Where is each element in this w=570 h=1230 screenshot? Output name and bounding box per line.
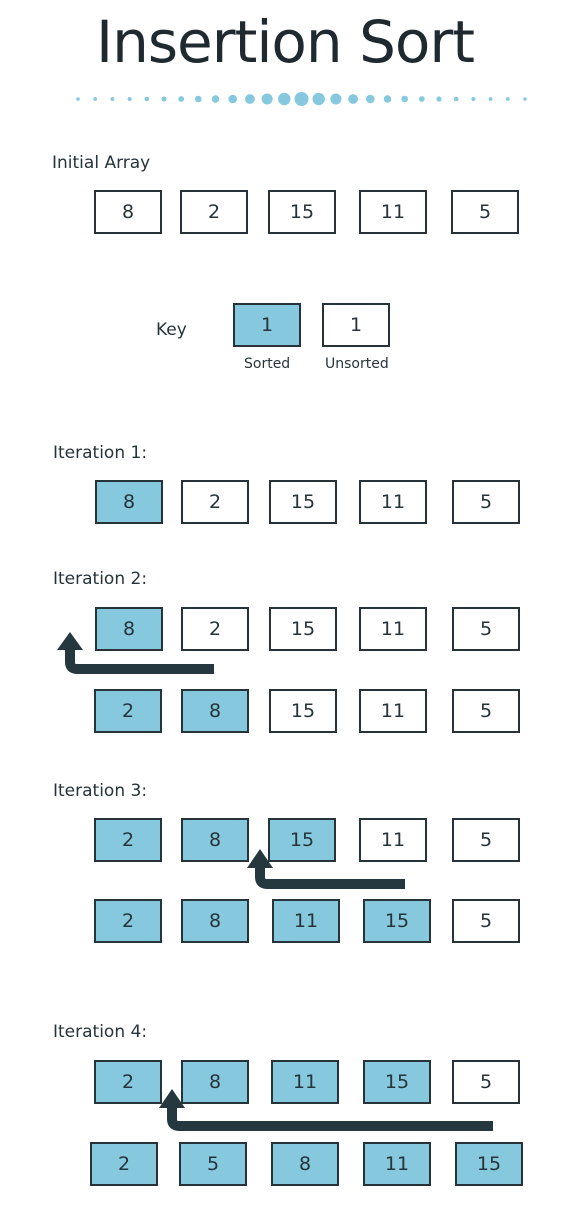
iteration-4-row-1-cell-4: 15 [363, 1060, 431, 1104]
initial-cell-3: 15 [268, 190, 336, 234]
iteration-3-row-1-cell-1: 2 [94, 818, 162, 862]
page-title: Insertion Sort [95, 8, 475, 76]
divider-dot [523, 97, 527, 101]
divider-dot [76, 97, 80, 101]
divider-dot [228, 94, 237, 104]
iteration-2-row-2-cell-2: 8 [181, 689, 249, 733]
iteration-4-label: Iteration 4: [53, 1022, 148, 1042]
iteration-4-row-2-cell-3: 8 [271, 1142, 339, 1186]
iteration-4-row-1-cell-3: 11 [271, 1060, 339, 1104]
initial-cell-4: 11 [359, 190, 427, 234]
divider-dot [93, 97, 98, 101]
iteration-4-row-2-cell-2: 5 [179, 1142, 247, 1186]
iteration-3-row-1-cell-3: 15 [268, 818, 336, 862]
iteration-2-row-1-cell-2: 2 [181, 607, 249, 651]
divider-dot [436, 96, 442, 102]
iteration-2-label: Iteration 2: [53, 569, 148, 589]
iteration-2-row-1-cell-3: 15 [269, 607, 337, 651]
divider-dot [161, 96, 167, 102]
divider-dot [505, 97, 510, 101]
key-unsorted-caption: Unsorted [325, 356, 389, 372]
iteration-3-row-1-cell-2: 8 [181, 818, 249, 862]
divider-dot [245, 94, 255, 104]
iteration-1-row-1-cell-5: 5 [452, 480, 520, 524]
divider-dot [178, 96, 185, 102]
iteration-2-row-2-cell-5: 5 [452, 689, 520, 733]
divider-dot [471, 96, 476, 102]
divider-dot [278, 92, 291, 106]
divider-dot [366, 94, 375, 104]
key-sorted-caption: Sorted [244, 356, 291, 372]
iteration-2-row-1-cell-4: 11 [359, 607, 427, 651]
iteration-1-row-1-cell-2: 2 [181, 480, 249, 524]
divider-dot [418, 96, 425, 102]
iteration-3-row-2-cell-5: 5 [452, 899, 520, 943]
divider-dot [194, 95, 202, 103]
decorative-dot-divider [76, 92, 527, 106]
divider-dot [312, 92, 325, 106]
iteration-1-row-1-cell-4: 11 [359, 480, 427, 524]
iteration-3-row-2-cell-3: 11 [272, 899, 340, 943]
iteration-4-row-1-cell-2: 8 [181, 1060, 249, 1104]
divider-dot [330, 93, 342, 105]
iteration-4-row-1-cell-5: 5 [452, 1060, 520, 1104]
initial-cell-5: 5 [451, 190, 519, 234]
iteration-3-row-2-cell-2: 8 [181, 899, 249, 943]
divider-dot [401, 95, 409, 103]
iteration-1-row-1-cell-1: 8 [95, 480, 163, 524]
iteration-4-row-2-cell-5: 15 [455, 1142, 523, 1186]
initial-cell-1: 8 [94, 190, 162, 234]
iteration-3-row-1-cell-5: 5 [452, 818, 520, 862]
divider-dot [261, 93, 273, 105]
iteration-3-row-2-cell-4: 15 [363, 899, 431, 943]
key-sorted-swatch: 1 [233, 303, 301, 347]
divider-dot [110, 97, 115, 101]
divider-dot [488, 97, 493, 101]
iteration-2-row-2-cell-1: 2 [94, 689, 162, 733]
divider-dot [211, 95, 220, 103]
divider-dot [348, 94, 358, 104]
iteration-3-row-1-cell-4: 11 [359, 818, 427, 862]
initial-cell-2: 2 [180, 190, 248, 234]
iteration-3-row-2-cell-1: 2 [94, 899, 162, 943]
iteration-3-label: Iteration 3: [53, 781, 148, 801]
iteration-2-row-2-cell-4: 11 [359, 689, 427, 733]
key-label: Key [156, 320, 187, 340]
iteration-4-row-2-cell-4: 11 [363, 1142, 431, 1186]
divider-dot [453, 96, 459, 102]
divider-dot [127, 96, 132, 102]
iteration-1-row-1-cell-3: 15 [269, 480, 337, 524]
iteration-2-row-1-cell-5: 5 [452, 607, 520, 651]
iteration-4-row-1-cell-1: 2 [94, 1060, 162, 1104]
iteration-1-label: Iteration 1: [53, 443, 148, 463]
divider-dot [383, 95, 392, 103]
divider-dot [144, 96, 150, 102]
divider-dot [294, 92, 309, 106]
key-unsorted-swatch: 1 [322, 303, 390, 347]
iteration-4-row-2-cell-1: 2 [90, 1142, 158, 1186]
initial-array-label: Initial Array [52, 153, 151, 173]
iteration-2-row-2-cell-3: 15 [269, 689, 337, 733]
iteration-2-row-1-cell-1: 8 [95, 607, 163, 651]
